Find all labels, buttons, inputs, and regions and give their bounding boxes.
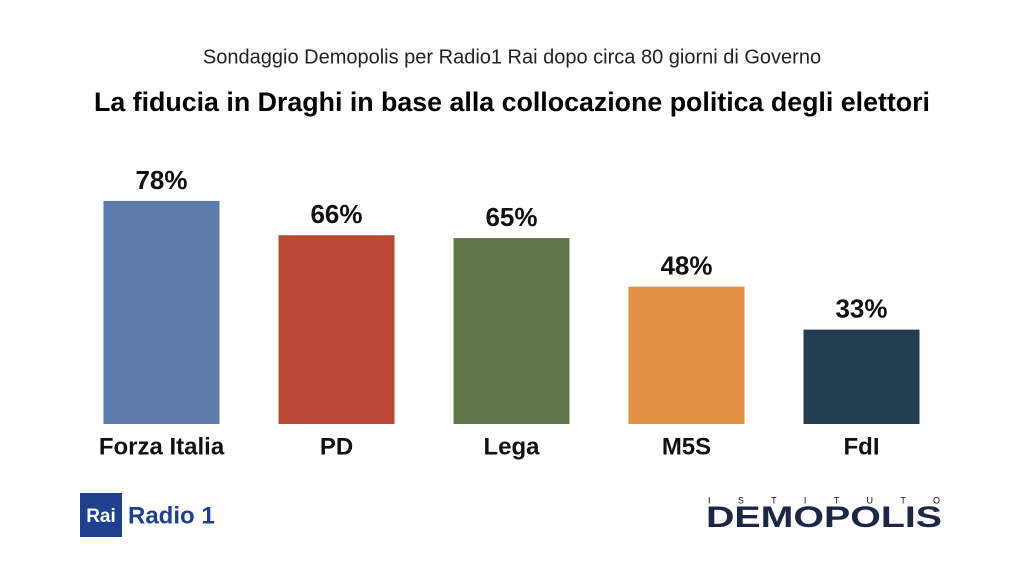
bar bbox=[103, 200, 220, 424]
bar bbox=[278, 235, 395, 424]
bar bbox=[628, 286, 745, 424]
x-tick-label: PD bbox=[320, 433, 353, 460]
chart-subtitle: Sondaggio Demopolis per Radio1 Rai dopo … bbox=[203, 46, 821, 68]
bar bbox=[803, 329, 920, 424]
x-tick-label: Lega bbox=[483, 433, 540, 460]
rai-logo-box bbox=[80, 493, 122, 537]
value-label: 66% bbox=[310, 199, 362, 229]
value-label: 78% bbox=[135, 165, 187, 195]
x-tick-label: M5S bbox=[662, 433, 711, 460]
value-label: 48% bbox=[660, 251, 712, 281]
value-label: 65% bbox=[485, 202, 537, 232]
rai-logo: Rai bbox=[86, 506, 116, 527]
bar bbox=[453, 238, 570, 424]
radio-logo: Radio 1 bbox=[128, 502, 215, 529]
demopolis-logo: DEMOPOLIS bbox=[706, 501, 942, 534]
x-tick-label: Forza Italia bbox=[99, 433, 225, 460]
chart-title: La fiducia in Draghi in base alla colloc… bbox=[94, 87, 930, 117]
value-label: 33% bbox=[835, 293, 887, 323]
x-tick-label: FdI bbox=[844, 433, 880, 460]
